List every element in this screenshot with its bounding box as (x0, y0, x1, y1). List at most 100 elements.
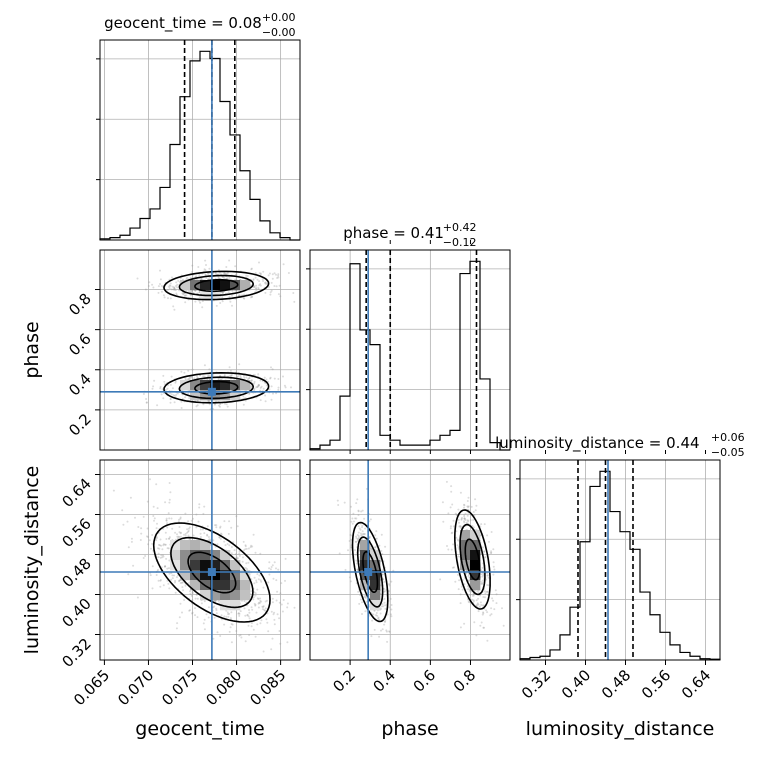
sample-point (255, 611, 258, 614)
sample-point (167, 582, 170, 585)
sample-point (269, 377, 272, 380)
sample-point (490, 550, 493, 553)
sample-point (165, 538, 168, 540)
sample-point (370, 547, 373, 550)
sample-point (255, 287, 257, 290)
sample-point (467, 600, 470, 603)
density-cell (220, 550, 231, 561)
sample-point (386, 613, 389, 616)
sample-point (170, 517, 173, 520)
sample-point (148, 281, 151, 284)
sample-point (463, 504, 466, 507)
sample-point (215, 609, 218, 612)
sample-point (390, 604, 393, 606)
sample-point (187, 530, 190, 533)
density-cell (470, 550, 481, 561)
sample-point (159, 579, 162, 581)
sample-point (230, 546, 233, 548)
sample-point (166, 579, 169, 582)
density-cell (210, 580, 221, 591)
sample-point (459, 491, 462, 494)
sample-point (469, 519, 472, 522)
sample-point (248, 634, 251, 636)
sample-point (357, 531, 360, 534)
sample-point (160, 393, 163, 396)
sample-point (286, 606, 289, 609)
sample-point (192, 517, 194, 520)
sample-point (221, 291, 224, 294)
sample-point (164, 543, 167, 546)
sample-point (151, 387, 154, 390)
sample-point (164, 565, 167, 568)
sample-point (457, 573, 459, 576)
sample-point (122, 523, 125, 526)
sample-point (480, 604, 483, 606)
sample-point (195, 593, 198, 596)
sample-point (376, 614, 379, 617)
sample-point (270, 648, 273, 651)
sample-point (490, 552, 492, 554)
sample-point (271, 564, 274, 567)
ylabel-luminosity_distance: luminosity_distance (21, 466, 43, 655)
sample-point (244, 544, 247, 547)
sample-point (215, 526, 218, 529)
sample-point (251, 296, 253, 299)
sample-point (357, 525, 360, 528)
sample-point (200, 602, 203, 605)
sample-point (256, 597, 259, 600)
sample-point (275, 567, 277, 570)
sample-point (219, 374, 222, 377)
sample-point (336, 499, 339, 502)
sample-point (370, 547, 373, 550)
sample-point (457, 588, 460, 591)
sample-point (220, 532, 222, 535)
sample-point (388, 630, 391, 633)
sample-point (484, 592, 487, 595)
sample-point (198, 503, 201, 506)
sample-point (251, 608, 254, 611)
sample-point (179, 532, 182, 535)
sample-point (457, 555, 460, 558)
sample-point (153, 517, 156, 520)
sample-point (364, 610, 367, 613)
density-cell (230, 280, 241, 291)
sample-point (159, 385, 162, 388)
sample-point (449, 527, 452, 530)
sample-point (357, 510, 360, 513)
sample-point (450, 490, 453, 493)
density-cell (180, 280, 191, 291)
sample-point (202, 403, 205, 406)
sample-point (259, 579, 262, 582)
sample-point (361, 613, 363, 615)
sample-point (157, 291, 160, 294)
density-cell (210, 380, 221, 391)
density-cell (230, 570, 241, 581)
density-cell (220, 280, 231, 291)
sample-point (169, 383, 172, 386)
sample-point (472, 599, 475, 602)
tick-label-luminosity_distance: 0.48 (598, 666, 634, 702)
sample-point (213, 605, 216, 608)
sample-point (214, 600, 217, 603)
sample-point (159, 538, 162, 541)
sample-point (272, 613, 275, 616)
sample-point (199, 301, 202, 304)
sample-point (465, 572, 468, 575)
sample-point (181, 586, 184, 589)
sample-point (258, 574, 261, 577)
sample-point (487, 576, 490, 579)
sample-point (159, 556, 162, 559)
sample-point (246, 614, 249, 617)
sample-point (343, 501, 346, 504)
sample-point (175, 285, 177, 287)
sample-point (253, 285, 256, 288)
title-phase: phase = 0.41 (343, 224, 444, 242)
sample-point (389, 597, 392, 600)
sample-point (486, 611, 489, 614)
sample-point (456, 544, 459, 547)
contour-line (163, 270, 270, 301)
sample-point (171, 527, 174, 530)
sample-point (486, 639, 489, 642)
sample-point (206, 534, 209, 537)
